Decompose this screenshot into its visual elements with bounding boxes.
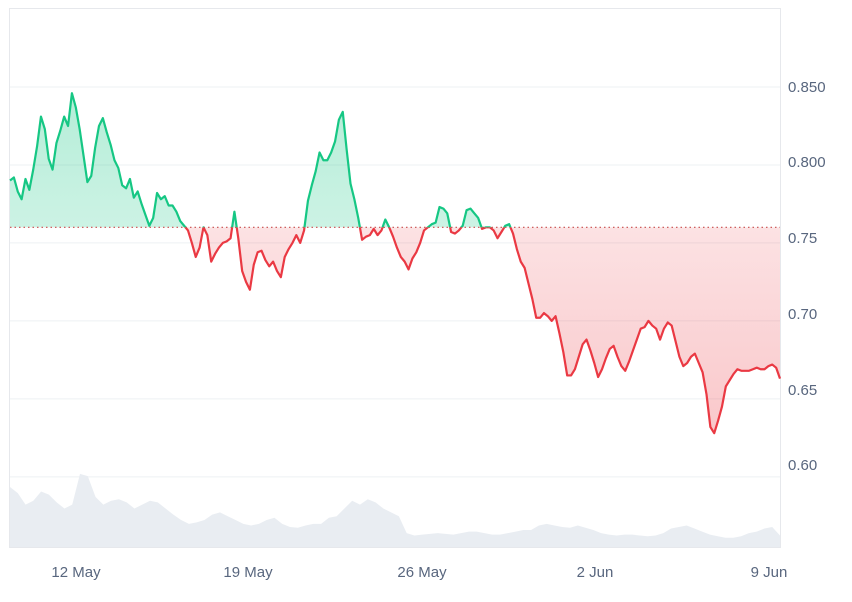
y-tick-label: 0.850 [788,79,826,96]
volume-area [10,473,780,547]
y-tick-label: 0.65 [788,382,817,399]
area-below-baseline [10,227,780,434]
price-line-below [183,227,782,435]
y-tick-label: 0.75 [788,230,817,247]
x-axis: 12 May 19 May 26 May 2 Jun 9 Jun [51,564,787,581]
y-tick-label: 0.70 [788,306,817,323]
x-tick-label: 19 May [223,564,273,581]
plot-frame [9,8,781,548]
y-tick-label: 0.60 [788,457,817,474]
price-line-above [9,92,512,228]
x-tick-label: 26 May [397,564,447,581]
x-tick-label: 12 May [51,564,101,581]
x-tick-label: 2 Jun [577,564,614,581]
area-above-baseline [10,93,511,228]
y-tick-label: 0.800 [788,154,826,171]
y-axis: 0.850 0.800 0.75 0.70 0.65 0.60 [788,79,826,474]
x-tick-label: 9 Jun [751,564,788,581]
